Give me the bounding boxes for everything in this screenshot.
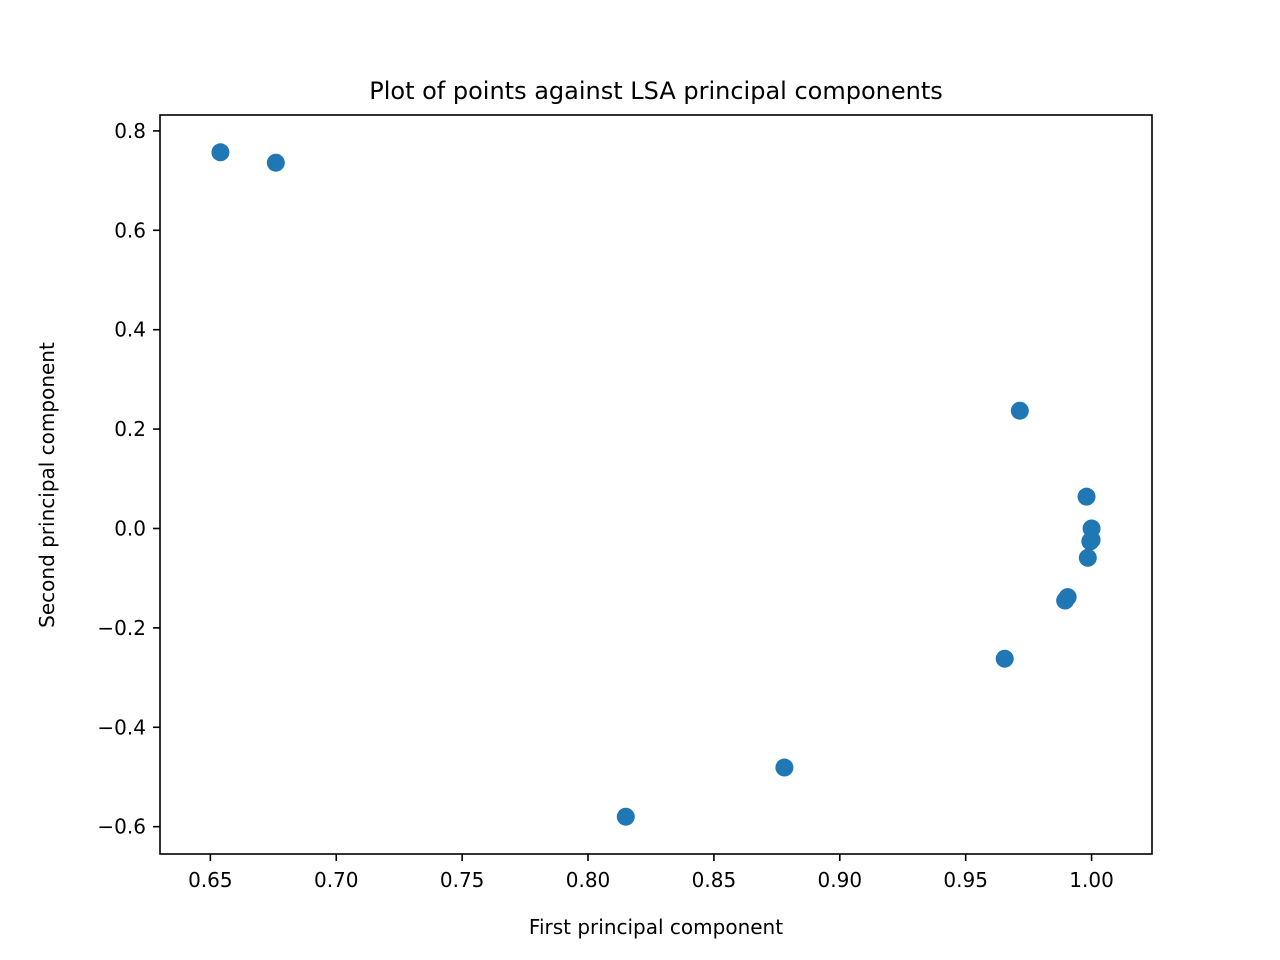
x-axis-ticks: 0.65 0.70 0.75 0.80 0.85 0.90 0.95 1.00 — [188, 854, 1114, 892]
scatter-point — [995, 649, 1014, 668]
y-tick-label: −0.6 — [97, 815, 146, 839]
scatter-point — [266, 153, 285, 172]
plot-area-frame — [159, 114, 1153, 855]
points-layer — [211, 143, 1101, 826]
chart-title: Plot of points against LSA principal com… — [369, 77, 943, 105]
x-tick-label: 0.75 — [440, 868, 485, 892]
y-axis-ticks: −0.6 −0.4 −0.2 0.0 0.2 0.4 0.6 0.8 — [97, 119, 160, 839]
x-tick-label: 0.90 — [818, 868, 863, 892]
x-tick-label: 0.95 — [943, 868, 988, 892]
scatter-point — [1078, 548, 1097, 567]
scatter-point — [1058, 588, 1077, 607]
y-tick-label: 0.8 — [114, 119, 146, 143]
scatter-point — [1077, 487, 1096, 506]
y-tick-label: 0.4 — [114, 318, 146, 342]
x-axis-label: First principal component — [529, 915, 783, 939]
scatter-point — [1010, 401, 1029, 420]
y-tick-label: 0.2 — [114, 417, 146, 441]
y-tick-label: 0.0 — [114, 516, 146, 540]
scatter-point — [1082, 519, 1101, 538]
scatter-point — [775, 758, 794, 777]
x-tick-label: 0.80 — [566, 868, 611, 892]
scatter-point — [211, 143, 230, 162]
x-tick-label: 1.00 — [1069, 868, 1114, 892]
scatter-point — [616, 807, 635, 826]
x-tick-label: 0.65 — [188, 868, 233, 892]
y-tick-label: 0.6 — [114, 218, 146, 242]
y-axis-label: Second principal component — [35, 342, 59, 628]
x-tick-label: 0.85 — [692, 868, 737, 892]
y-tick-label: −0.2 — [97, 616, 146, 640]
y-tick-label: −0.4 — [97, 715, 146, 739]
x-tick-label: 0.70 — [314, 868, 359, 892]
